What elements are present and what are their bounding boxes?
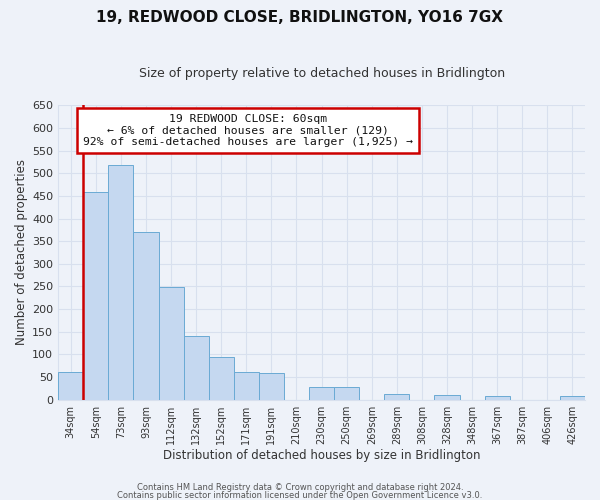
Title: Size of property relative to detached houses in Bridlington: Size of property relative to detached ho…	[139, 68, 505, 80]
X-axis label: Distribution of detached houses by size in Bridlington: Distribution of detached houses by size …	[163, 450, 481, 462]
Bar	[334, 388, 359, 400]
Bar	[434, 395, 460, 400]
Bar	[384, 394, 409, 400]
Bar	[309, 388, 334, 400]
Text: Contains HM Land Registry data © Crown copyright and database right 2024.: Contains HM Land Registry data © Crown c…	[137, 484, 463, 492]
Bar	[133, 232, 158, 400]
Bar	[259, 374, 284, 400]
Bar	[234, 372, 259, 400]
Text: Contains public sector information licensed under the Open Government Licence v3: Contains public sector information licen…	[118, 490, 482, 500]
Bar	[158, 288, 184, 400]
Bar	[209, 356, 234, 400]
Bar	[560, 396, 585, 400]
Text: 19, REDWOOD CLOSE, BRIDLINGTON, YO16 7GX: 19, REDWOOD CLOSE, BRIDLINGTON, YO16 7GX	[97, 10, 503, 25]
Bar	[184, 336, 209, 400]
Y-axis label: Number of detached properties: Number of detached properties	[15, 160, 28, 346]
Bar	[83, 192, 109, 400]
Bar	[485, 396, 510, 400]
Bar	[58, 372, 83, 400]
Text: 19 REDWOOD CLOSE: 60sqm
← 6% of detached houses are smaller (129)
92% of semi-de: 19 REDWOOD CLOSE: 60sqm ← 6% of detached…	[83, 114, 413, 148]
Bar	[109, 164, 133, 400]
